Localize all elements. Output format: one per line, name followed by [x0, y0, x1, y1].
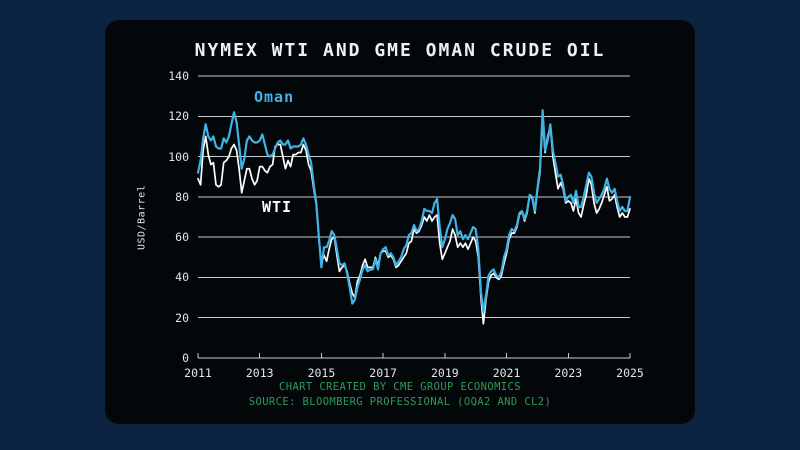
chart-footer: CHART CREATED BY CME GROUP ECONOMICS SOU…: [105, 380, 695, 410]
oman-series-label: Oman: [254, 88, 295, 106]
y-tick-label-60: 60: [175, 230, 189, 245]
wti-series-line: [197, 119, 631, 325]
footer-source-line: SOURCE: BLOOMBERG PROFESSIONAL (OQA2 AND…: [248, 396, 552, 408]
x-tick-label-2021: 2021: [492, 366, 521, 380]
x-tick-label-2011: 2011: [184, 366, 212, 380]
y-tick-label-80: 80: [175, 189, 189, 204]
x-tick-label-2025: 2025: [616, 366, 644, 380]
x-tick-label-2017: 2017: [369, 366, 397, 380]
y-tick-label-120: 120: [168, 109, 189, 124]
chart-panel: NYMEX WTI AND GME OMAN CRUDE OIL USD/Bar…: [105, 20, 695, 424]
chart-title: NYMEX WTI AND GME OMAN CRUDE OIL: [194, 40, 606, 61]
x-tick-label-2023: 2023: [554, 366, 583, 380]
y-tick-label-0: 0: [182, 351, 189, 365]
footer-credit-line: CHART CREATED BY CME GROUP ECONOMICS: [279, 381, 521, 393]
x-tick-label-2013: 2013: [245, 366, 274, 380]
x-tick-label-2015: 2015: [307, 366, 336, 380]
price-chart-svg: [196, 75, 632, 359]
y-tick-label-40: 40: [175, 270, 189, 285]
x-tick-label-2019: 2019: [430, 366, 459, 380]
y-tick-label-20: 20: [175, 310, 189, 325]
y-tick-label-140: 140: [168, 69, 189, 83]
wti-series-label: WTI: [262, 198, 293, 216]
y-tick-label-100: 100: [168, 149, 189, 164]
plot-area: Oman WTI: [196, 75, 632, 359]
oman-series-line: [196, 109, 632, 313]
